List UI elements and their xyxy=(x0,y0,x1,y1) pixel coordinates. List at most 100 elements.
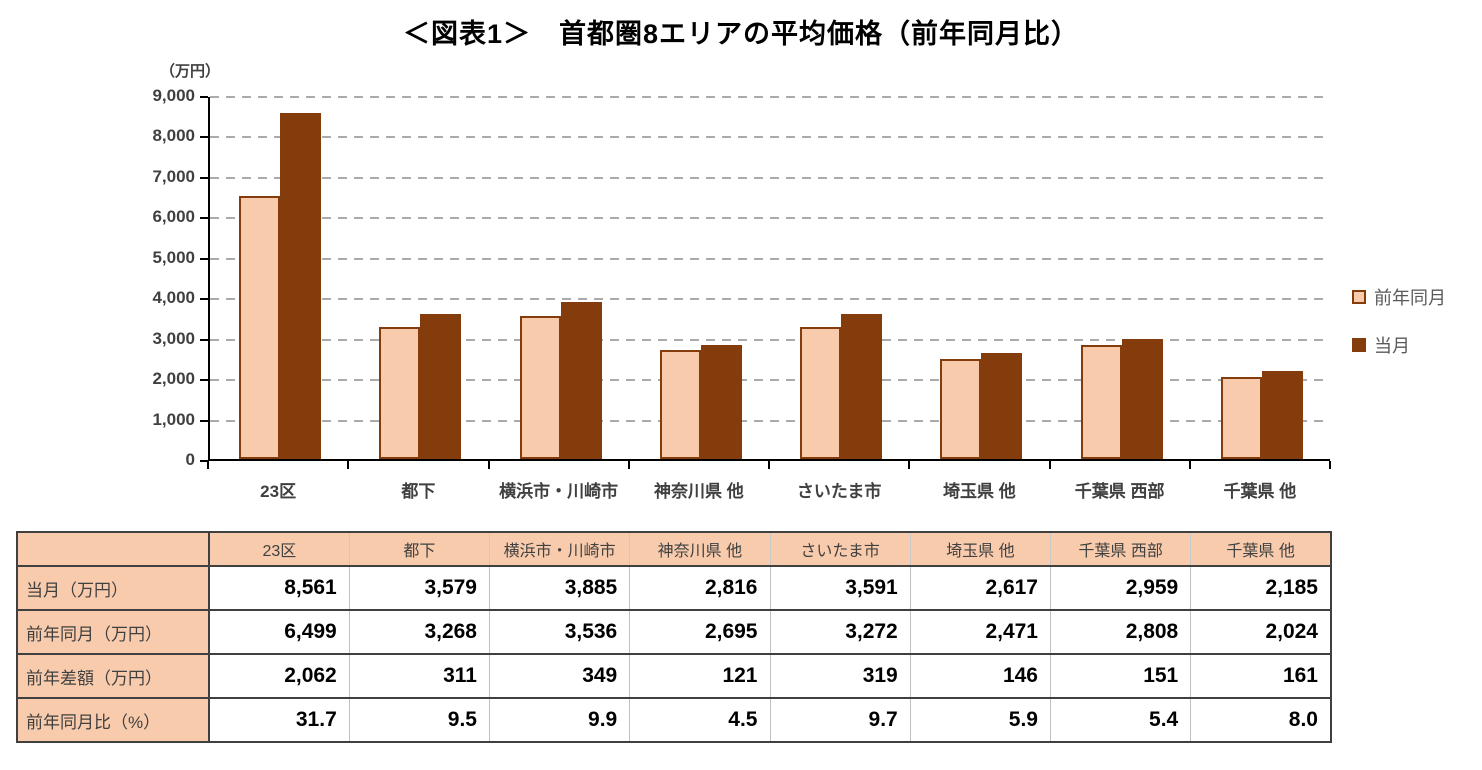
gridline xyxy=(210,379,1330,382)
y-axis-tick-mark xyxy=(200,298,208,301)
table-row: 当月（万円） 8,561 3,579 3,885 2,816 3,591 2,617 2,95… xyxy=(17,566,1331,610)
legend-item-当月: 当月 xyxy=(1352,332,1446,358)
table-value-cell: 31.7 xyxy=(208,698,350,742)
x-axis-tick-mark xyxy=(207,461,209,469)
bar-当月-横浜市・川崎市 xyxy=(560,301,602,459)
data-table: 23区 都下 横浜市・川崎市 神奈川県 他さいたま市 埼玉県 他千葉県 西部 千葉県 他当… xyxy=(16,531,1332,743)
chart-legend: 前年同月 当月 xyxy=(1352,284,1446,380)
table-value-cell: 151 xyxy=(1049,654,1191,698)
table-column-header: 23区 xyxy=(208,532,350,566)
table-value-cell: 146 xyxy=(909,654,1051,698)
table-row-label: 前年同月（万円） xyxy=(17,610,210,654)
x-axis-tick-mark xyxy=(347,461,350,469)
table-value-cell: 2,816 xyxy=(629,566,770,610)
table-value-cell: 2,471 xyxy=(909,610,1051,654)
x-axis-tick-mark xyxy=(487,461,490,469)
table-row: 前年同月比（%） 31.7 9.5 9.9 4.5 9.7 5.9 5.4 8.0 xyxy=(17,698,1331,742)
bar-当月-埼玉県 他 xyxy=(981,353,1023,459)
table-column-header: 神奈川県 他 xyxy=(629,532,770,566)
x-axis-tick-mark xyxy=(627,461,630,469)
table-row: 前年同月（万円） 6,499 3,268 3,536 2,695 3,272 2,471 2,… xyxy=(17,610,1331,654)
y-axis-tick-mark xyxy=(200,460,208,462)
table-value-cell: 3,268 xyxy=(348,610,490,654)
gridline xyxy=(210,176,1330,179)
table-value-cell: 4.5 xyxy=(629,698,770,742)
y-axis-tick-mark xyxy=(200,96,208,98)
y-axis-tick-label: 7,000 xyxy=(152,166,195,186)
legend-swatch-icon xyxy=(1352,338,1366,352)
table-column-header: 千葉県 他 xyxy=(1190,532,1331,566)
legend-label: 前年同月 xyxy=(1374,288,1446,308)
gridline xyxy=(210,136,1330,139)
gridline xyxy=(210,338,1330,341)
table-column-header: 横浜市・川崎市 xyxy=(488,532,630,566)
y-axis-tick-mark xyxy=(200,419,208,422)
bar-前年同月-23区 xyxy=(239,196,281,459)
bar-前年同月-埼玉県 他 xyxy=(940,359,982,459)
table-corner-cell xyxy=(16,532,210,566)
gridline xyxy=(210,257,1330,260)
table-column-header: さいたま市 xyxy=(769,532,911,566)
y-axis-tick-mark xyxy=(200,379,208,382)
bar-当月-神奈川県 他 xyxy=(700,345,742,459)
table-value-cell: 2,617 xyxy=(909,566,1051,610)
table-value-cell: 3,536 xyxy=(488,610,630,654)
table-column-header: 埼玉県 他 xyxy=(909,532,1051,566)
table-value-cell: 161 xyxy=(1190,654,1331,698)
bar-当月-千葉県 他 xyxy=(1261,370,1303,459)
x-axis-tick-mark xyxy=(1048,461,1051,469)
bar-前年同月-都下 xyxy=(379,326,421,459)
table-value-cell: 311 xyxy=(348,654,490,698)
x-axis-category-label: 23区 xyxy=(260,482,297,501)
table-value-cell: 9.7 xyxy=(769,698,911,742)
y-axis-unit-label: （万円） xyxy=(160,63,221,80)
table-value-cell: 2,185 xyxy=(1190,566,1331,610)
table-row-label: 当月（万円） xyxy=(17,566,210,610)
y-axis-tick-label: 0 xyxy=(185,450,195,469)
legend-swatch-icon xyxy=(1352,290,1366,304)
x-axis-category-label: 千葉県 他 xyxy=(1223,482,1297,501)
table-value-cell: 3,579 xyxy=(348,566,490,610)
legend-label: 当月 xyxy=(1374,336,1410,356)
bar-前年同月-千葉県 西部 xyxy=(1080,345,1122,459)
table-row: 前年差額（万円） 2,062 311 349 121 319 146 151 161 xyxy=(17,654,1331,698)
bar-当月-23区 xyxy=(280,112,322,459)
y-axis-tick-label: 1,000 xyxy=(152,409,195,429)
table-column-header: 都下 xyxy=(348,532,490,566)
y-axis-tick-label: 8,000 xyxy=(152,126,195,146)
plot-area xyxy=(208,96,1330,461)
x-axis-category-label: 埼玉県 他 xyxy=(943,482,1016,501)
x-axis-tick-mark xyxy=(1329,461,1331,469)
table-value-cell: 319 xyxy=(769,654,911,698)
gridline xyxy=(210,96,1330,98)
y-axis-tick-label: 3,000 xyxy=(152,328,195,348)
bar-当月-千葉県 西部 xyxy=(1121,339,1163,459)
x-axis-category-label: 都下 xyxy=(401,482,436,501)
y-axis-tick-label: 5,000 xyxy=(152,247,195,267)
bar-前年同月-さいたま市 xyxy=(800,326,842,459)
table-value-cell: 9.9 xyxy=(488,698,630,742)
table-value-cell: 2,808 xyxy=(1049,610,1191,654)
x-axis-category-label: さいたま市 xyxy=(796,482,882,501)
table-value-cell: 2,959 xyxy=(1049,566,1191,610)
x-axis-category-label: 神奈川県 他 xyxy=(654,482,744,501)
table-value-cell: 3,591 xyxy=(769,566,911,610)
bar-当月-さいたま市 xyxy=(841,313,883,459)
table-value-cell: 2,695 xyxy=(629,610,770,654)
table-value-cell: 2,024 xyxy=(1190,610,1331,654)
x-axis-tick-mark xyxy=(1188,461,1191,469)
table-row-label: 前年同月比（%） xyxy=(17,698,210,742)
table-value-cell: 6,499 xyxy=(208,610,350,654)
table-value-cell: 5.9 xyxy=(909,698,1051,742)
y-axis-tick-label: 9,000 xyxy=(152,86,195,105)
table-column-header: 千葉県 西部 xyxy=(1049,532,1191,566)
y-axis-tick-label: 4,000 xyxy=(152,288,195,308)
table-value-cell: 3,885 xyxy=(488,566,630,610)
table-value-cell: 9.5 xyxy=(348,698,490,742)
y-axis-tick-mark xyxy=(200,136,208,139)
bar-当月-都下 xyxy=(420,314,462,459)
y-axis-tick-mark xyxy=(200,217,208,220)
y-axis-tick-label: 6,000 xyxy=(152,207,195,227)
x-axis-category-label: 横浜市・川崎市 xyxy=(499,482,619,501)
